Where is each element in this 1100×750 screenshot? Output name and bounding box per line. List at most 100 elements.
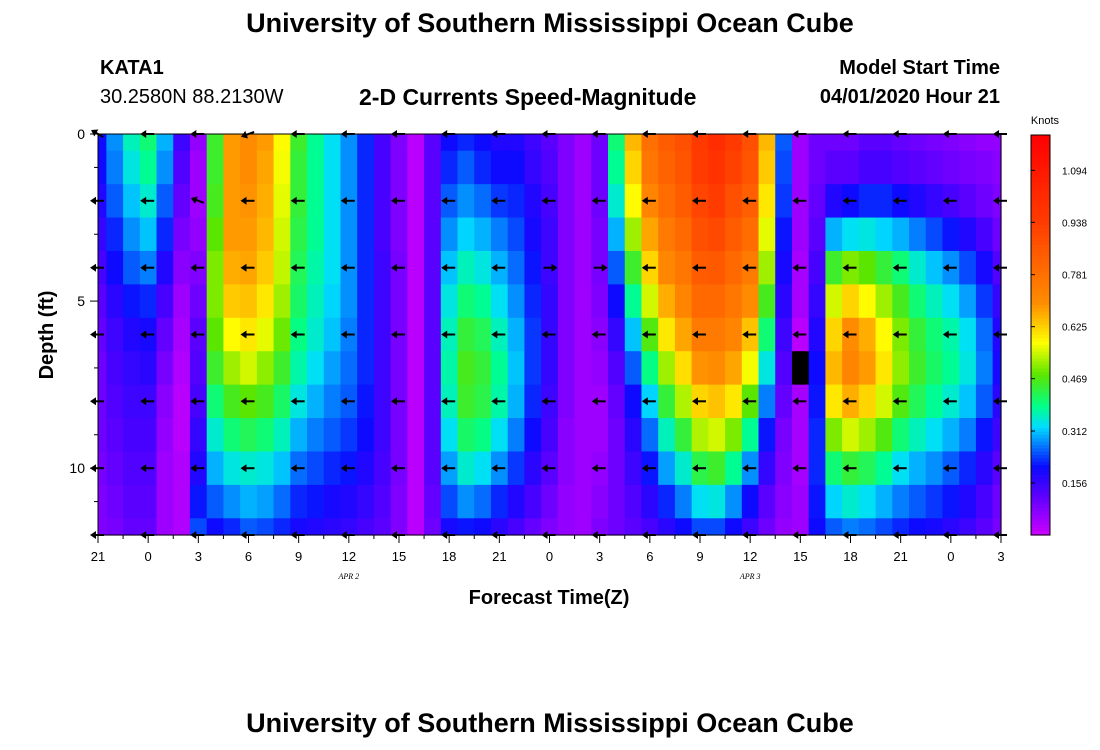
colorbar-segment [1031, 371, 1050, 376]
x-tick-label: 21 [91, 549, 105, 564]
heatmap-cell [156, 317, 174, 352]
current-vector-arrow [290, 397, 305, 406]
heatmap-cell [273, 150, 291, 185]
colorbar-segment [1031, 151, 1050, 156]
heatmap-cell [407, 484, 425, 519]
colorbar-segment [1031, 458, 1050, 463]
colorbar-segment [1031, 285, 1050, 289]
heatmap-cell [323, 134, 342, 152]
heatmap-cell [273, 351, 291, 386]
heatmap-cell [909, 351, 927, 386]
heatmap-cell [959, 451, 977, 486]
colorbar-segment [1031, 455, 1050, 459]
heatmap-cell [975, 418, 994, 453]
heatmap-cell [256, 150, 275, 185]
heatmap-cell [758, 250, 776, 285]
heatmap-cell [557, 250, 576, 285]
colorbar-segment [1031, 445, 1050, 449]
heatmap-cell [858, 418, 877, 453]
heatmap-cell [875, 484, 893, 519]
heatmap-cell [507, 284, 526, 319]
heatmap-cell [156, 418, 174, 453]
heatmap-cell [457, 150, 475, 185]
x-tick-label: 0 [546, 549, 553, 564]
heatmap-cell [975, 184, 994, 219]
heatmap-cell [223, 217, 241, 252]
heatmap-cell [691, 134, 709, 152]
heatmap-cell [457, 351, 475, 386]
heatmap-cell [424, 384, 442, 419]
heatmap-cell [457, 284, 475, 319]
heatmap-cell [173, 134, 191, 152]
heatmap-cell [139, 284, 158, 319]
current-vector-arrow [491, 464, 506, 473]
heatmap-cell [608, 134, 626, 152]
heatmap-cell [975, 134, 994, 152]
colorbar-segment [1031, 441, 1050, 446]
colorbar-segment [1031, 311, 1050, 316]
colorbar-segment [1031, 351, 1050, 356]
heatmap-cell [591, 284, 609, 319]
heatmap-cell [223, 250, 241, 285]
heatmap-cell [357, 250, 375, 285]
colorbar-segment [1031, 365, 1050, 369]
heatmap-cell [808, 518, 827, 536]
heatmap-cell [223, 284, 241, 319]
heatmap-cell [357, 150, 375, 185]
colorbar-segment [1031, 381, 1050, 386]
heatmap-cell [858, 184, 877, 219]
heatmap-cell [189, 150, 208, 185]
heatmap-cell [942, 418, 960, 453]
heatmap-cell [708, 484, 726, 519]
heatmap-cell [842, 284, 860, 319]
heatmap-cell [474, 217, 492, 252]
heatmap-cell [223, 351, 241, 386]
heatmap-cell [892, 418, 910, 453]
heatmap-cell [490, 134, 509, 152]
heatmap-cell [357, 284, 375, 319]
current-vector-arrow [692, 196, 706, 205]
heatmap-cell [741, 150, 760, 185]
heatmap-cell [909, 284, 927, 319]
heatmap-cell [825, 150, 843, 185]
heatmap-cell [741, 134, 760, 152]
heatmap-cell [474, 317, 492, 352]
colorbar-segment [1031, 295, 1050, 299]
heatmap-cell [725, 184, 743, 219]
heatmap-cell [340, 518, 358, 536]
colorbar-segment [1031, 321, 1050, 326]
heatmap-cell [791, 284, 810, 319]
heatmap-cell [875, 150, 893, 185]
heatmap-cell [658, 484, 676, 519]
colorbar-segment [1031, 325, 1050, 329]
heatmap-cell [808, 150, 827, 185]
heatmap-cell [457, 418, 475, 453]
heatmap-cell [624, 451, 643, 486]
heatmap-cell [741, 217, 760, 252]
current-vector-arrow [340, 196, 355, 205]
heatmap-cell [407, 134, 425, 152]
current-vector-arrow [742, 330, 757, 339]
heatmap-cell [858, 518, 877, 536]
heatmap-cell [156, 351, 174, 386]
heatmap-cell [758, 284, 776, 319]
heatmap-cell [808, 484, 827, 519]
heatmap-cell [909, 217, 927, 252]
heatmap-cell [942, 134, 960, 152]
heatmap-cell [98, 134, 107, 152]
heatmap-cell [725, 384, 743, 419]
heatmap-cell [875, 217, 893, 252]
current-vector-arrow [591, 330, 606, 339]
heatmap-cell [206, 150, 225, 185]
heatmap-cell [574, 150, 592, 185]
heatmap-cell [808, 384, 827, 419]
heatmap-cell [975, 217, 994, 252]
heatmap-cell [708, 134, 726, 152]
heatmap-cell [725, 217, 743, 252]
heatmap-cell [875, 518, 893, 536]
heatmap-cell [708, 317, 726, 352]
heatmap-cell [189, 134, 208, 152]
heatmap-cell [357, 317, 375, 352]
heatmap-cell [758, 418, 776, 453]
current-vector-arrow [491, 397, 506, 406]
